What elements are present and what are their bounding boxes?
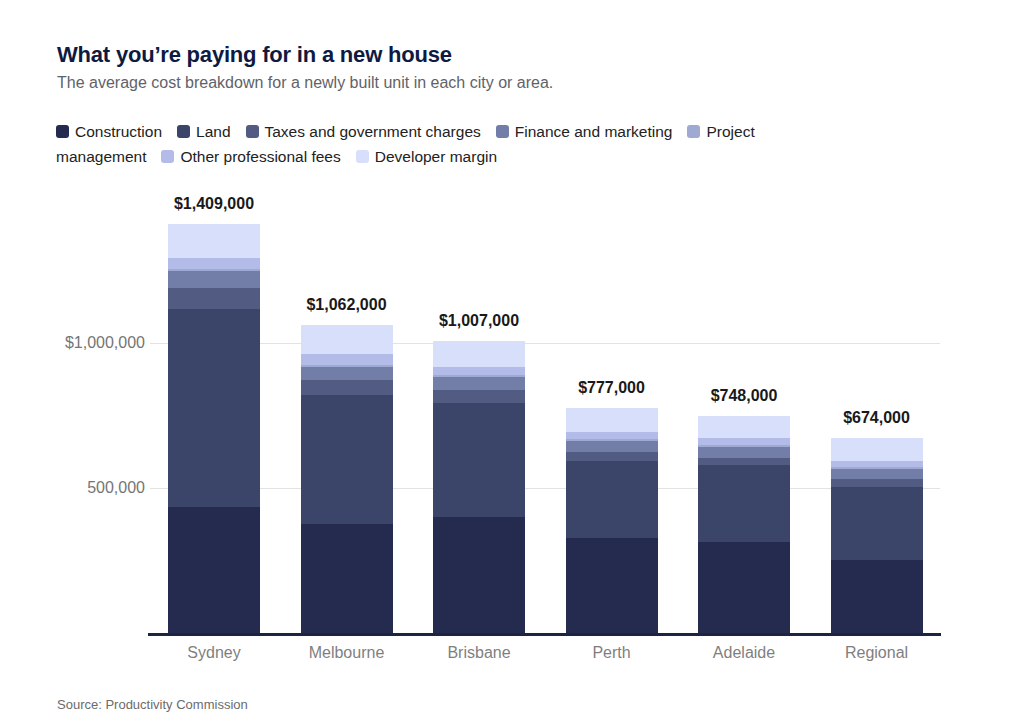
bar-segment-sydney-project-management [168,269,260,272]
bar-segment-adelaide-project-management [698,445,790,447]
x-axis-label-adelaide: Adelaide [669,644,819,662]
bar-segment-sydney-land [168,309,260,507]
bar-segment-brisbane-taxes-and-government-charges [433,390,525,403]
legend-swatch-icon [356,150,369,163]
bar-segment-perth-developer-margin [566,408,658,432]
bar-segment-perth-project-management [566,439,658,441]
legend-swatch-icon [177,125,190,138]
bar-segment-sydney-other-professional-fees [168,258,260,269]
bar-segment-sydney-developer-margin [168,224,260,257]
legend-swatch-icon [246,125,259,138]
y-tick-label-1000000: $1,000,000 [25,334,145,352]
legend-swatch-icon [687,125,700,138]
legend-item-other-professional-fees: Other professional fees [161,148,340,165]
bar-segment-perth-finance-and-marketing [566,441,658,452]
bar-segment-regional-developer-margin [831,438,923,461]
gridline-500000 [150,488,940,489]
chart-legend: Construction Land Taxes and government cha… [56,119,791,169]
bar-segment-regional-finance-and-marketing [831,469,923,479]
bar-segment-brisbane-other-professional-fees [433,367,525,375]
chart-card: What you’re paying for in a new house Th… [0,0,1024,726]
bar-segment-perth-other-professional-fees [566,432,658,439]
bar-segment-brisbane-finance-and-marketing [433,377,525,389]
legend-swatch-icon [56,125,69,138]
bar-segment-melbourne-land [301,395,393,523]
bar-total-label-regional: $674,000 [802,409,952,427]
x-axis-label-brisbane: Brisbane [404,644,554,662]
bar-total-label-sydney: $1,409,000 [139,195,289,213]
bar-total-label-adelaide: $748,000 [669,387,819,405]
bar-segment-regional-land [831,487,923,560]
x-axis-label-sydney: Sydney [139,644,289,662]
chart-subtitle: The average cost breakdown for a newly b… [57,74,553,92]
legend-label: Taxes and government charges [265,123,481,140]
bar-segment-adelaide-developer-margin [698,416,790,437]
bar-segment-brisbane-construction [433,517,525,633]
bar-segment-perth-land [566,461,658,538]
legend-label: Finance and marketing [515,123,673,140]
legend-item-taxes-and-government-charges: Taxes and government charges [246,123,481,140]
x-axis-line [148,633,941,636]
bar-segment-melbourne-developer-margin [301,325,393,354]
bar-total-label-perth: $777,000 [537,379,687,397]
bar-segment-melbourne-construction [301,524,393,633]
bar-segment-brisbane-land [433,403,525,517]
bar-segment-sydney-finance-and-marketing [168,271,260,288]
bar-segment-adelaide-construction [698,542,790,633]
y-tick-label-500000: 500,000 [25,479,145,497]
bar-segment-brisbane-project-management [433,375,525,377]
bar-segment-adelaide-taxes-and-government-charges [698,458,790,465]
x-axis-label-regional: Regional [802,644,952,662]
legend-label: Developer margin [375,148,497,165]
chart-title: What you’re paying for in a new house [57,42,452,68]
bar-segment-regional-taxes-and-government-charges [831,479,923,487]
bar-segment-perth-taxes-and-government-charges [566,452,658,462]
bar-total-label-brisbane: $1,007,000 [404,312,554,330]
legend-label: Other professional fees [180,148,340,165]
x-axis-label-perth: Perth [537,644,687,662]
source-note: Source: Productivity Commission [57,697,248,712]
bar-segment-melbourne-taxes-and-government-charges [301,380,393,395]
bar-total-label-melbourne: $1,062,000 [272,296,422,314]
legend-item-developer-margin: Developer margin [356,148,497,165]
bar-segment-perth-construction [566,538,658,633]
legend-item-land: Land [177,123,230,140]
bar-segment-sydney-construction [168,507,260,633]
bar-segment-adelaide-land [698,465,790,542]
legend-label: Construction [75,123,162,140]
gridline-1000000 [150,343,940,344]
bar-segment-regional-project-management [831,467,923,469]
legend-item-finance-and-marketing: Finance and marketing [496,123,673,140]
bar-segment-melbourne-finance-and-marketing [301,367,393,380]
bar-segment-adelaide-finance-and-marketing [698,447,790,459]
bar-segment-melbourne-other-professional-fees [301,354,393,365]
bar-segment-regional-construction [831,560,923,633]
bar-segment-adelaide-other-professional-fees [698,438,790,445]
legend-item-construction: Construction [56,123,162,140]
x-axis-label-melbourne: Melbourne [272,644,422,662]
legend-swatch-icon [161,150,174,163]
bar-segment-melbourne-project-management [301,365,393,367]
bar-segment-brisbane-developer-margin [433,341,525,367]
bar-segment-regional-other-professional-fees [831,461,923,468]
legend-label: Land [196,123,230,140]
bar-segment-sydney-taxes-and-government-charges [168,288,260,309]
legend-swatch-icon [496,125,509,138]
